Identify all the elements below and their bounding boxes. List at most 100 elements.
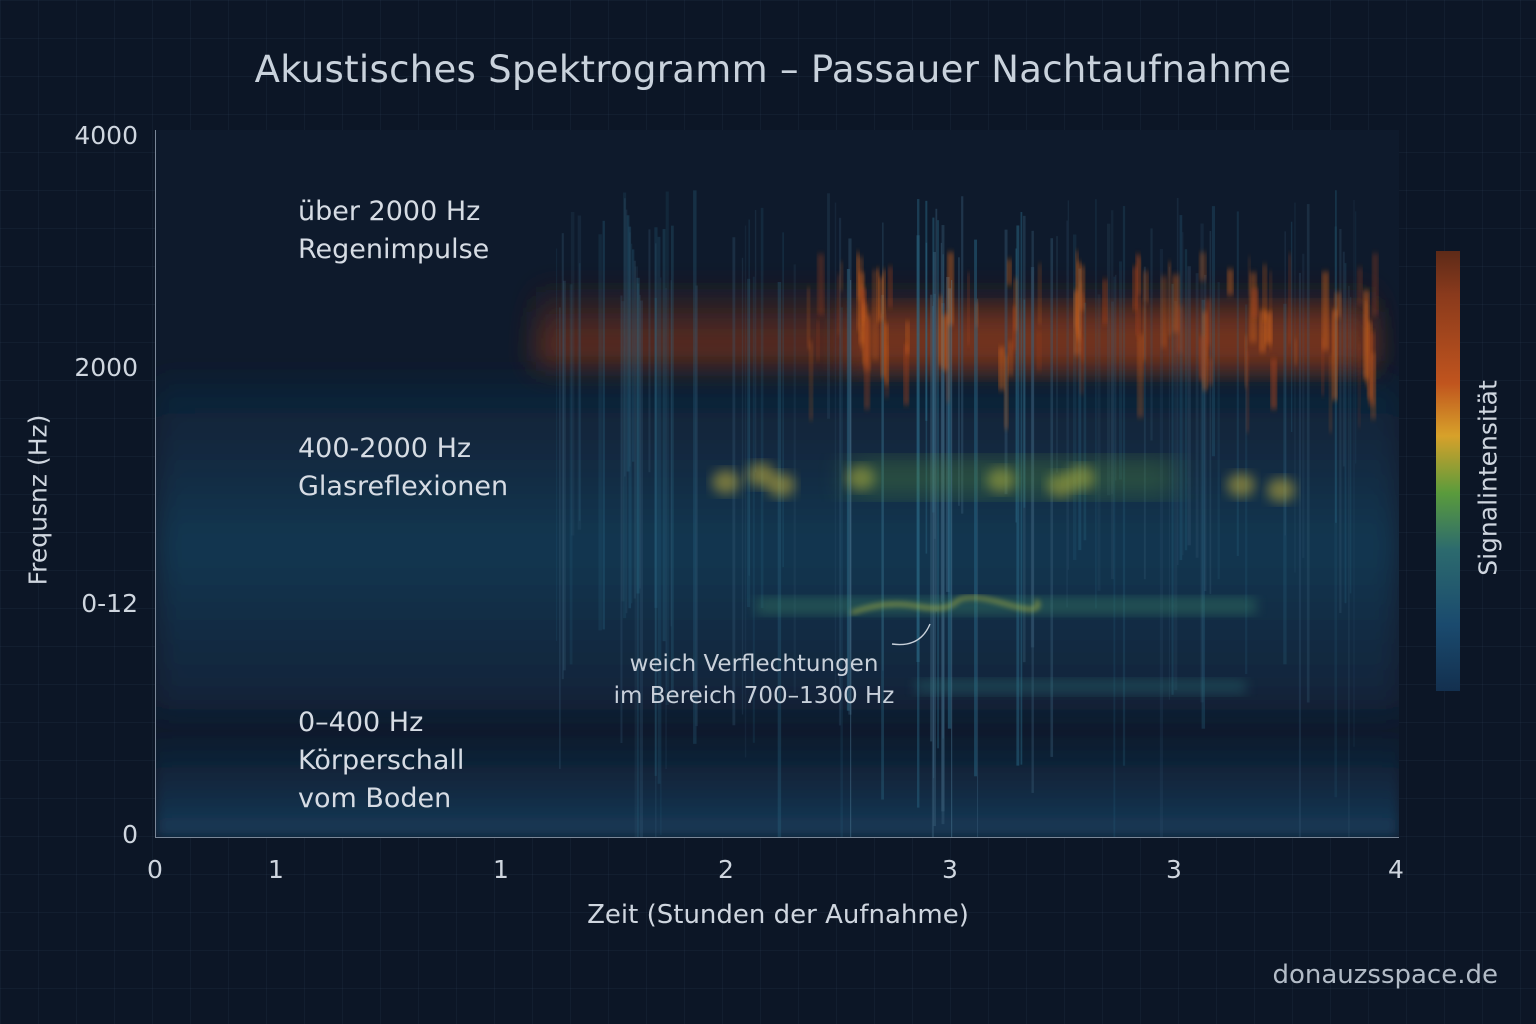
spectro-streak <box>1113 276 1116 837</box>
spectro-streak <box>1143 266 1146 580</box>
spectro-streak <box>1030 267 1035 648</box>
spectro-streak <box>1159 249 1164 837</box>
band-label-structure-borne: 0–400 Hz Körperschall vom Boden <box>298 704 464 818</box>
spectro-streak <box>1031 230 1034 793</box>
spectro-streak <box>1200 223 1204 703</box>
rain-impulse <box>1288 253 1291 344</box>
rain-impulse <box>879 276 884 321</box>
annotation-line: im Bereich 700–1300 Hz <box>613 683 895 709</box>
rain-impulse <box>882 269 886 315</box>
rain-impulse <box>1014 278 1018 331</box>
spectro-streak <box>932 301 935 779</box>
watermark: donauzsspace.de <box>1272 960 1498 990</box>
rain-impulse <box>1244 335 1248 388</box>
spectro-streak <box>1284 231 1287 536</box>
spectro-streak <box>602 220 605 630</box>
rain-impulse <box>1079 265 1085 311</box>
spectro-streak <box>1016 225 1020 766</box>
spectro-streak <box>648 229 651 473</box>
rain-impulse <box>947 252 954 326</box>
band-name-line2: vom Boden <box>298 783 452 814</box>
spectro-streak <box>793 264 796 694</box>
glass-spot <box>712 470 740 494</box>
band-name: Regenimpulse <box>298 234 490 265</box>
spectrogram-marks <box>156 190 1399 837</box>
rain-impulse <box>1079 337 1084 395</box>
spectro-streak <box>1015 248 1017 523</box>
colorbar <box>1436 251 1460 691</box>
spectro-streak <box>1306 204 1310 703</box>
spectro-streak <box>629 232 631 467</box>
spectro-streak <box>1097 294 1101 591</box>
spectro-streak <box>840 307 843 837</box>
rain-impulse <box>1372 253 1378 316</box>
rain-impulse <box>1329 355 1332 433</box>
rain-impulse <box>967 272 970 346</box>
x-tick-label: 4 <box>1388 855 1404 884</box>
spectro-streak <box>655 243 657 837</box>
spectro-streak <box>1203 274 1207 592</box>
rain-impulse <box>1076 261 1081 341</box>
rain-impulse <box>816 320 820 361</box>
rain-impulse <box>1199 252 1206 281</box>
spectro-streak <box>1201 299 1206 729</box>
spectro-streak <box>1023 299 1026 508</box>
rain-impulse <box>1332 309 1337 401</box>
spectro-streak <box>1176 198 1179 565</box>
spectro-streak <box>670 280 672 627</box>
rain-impulse <box>942 315 949 371</box>
band-name: Glasreflexionen <box>298 471 509 502</box>
spectro-streak <box>1294 202 1296 573</box>
spectro-streak <box>1290 221 1293 432</box>
spectro-streak <box>1078 268 1082 551</box>
spectro-streak <box>1217 282 1220 580</box>
spectro-streak <box>621 301 625 602</box>
spectro-streak <box>636 277 640 594</box>
spectro-streak <box>777 281 782 837</box>
spectro-streak <box>654 297 657 776</box>
glass-spot <box>767 473 795 497</box>
spectro-streak <box>1349 297 1352 594</box>
spectro-streak <box>1182 232 1184 556</box>
vertical-line <box>951 280 953 837</box>
rain-impulse <box>975 301 979 328</box>
spectro-streak <box>562 280 566 671</box>
spectro-streak <box>932 217 935 513</box>
rain-impulse <box>1038 263 1042 326</box>
spectro-streak <box>1342 251 1345 467</box>
colorbar-label: Signalintensität <box>1473 380 1503 576</box>
spectro-streak <box>660 277 662 835</box>
low-band <box>156 730 1399 837</box>
spectro-streak <box>1179 215 1183 561</box>
rain-impulse <box>905 321 909 355</box>
spectro-streak <box>931 306 934 837</box>
spectro-streak <box>1174 300 1178 690</box>
spectro-streak <box>625 209 628 614</box>
spectro-streak <box>827 193 830 419</box>
spectro-streak <box>1067 200 1069 570</box>
spectro-streak <box>741 257 744 715</box>
rain-impulse <box>1037 329 1041 371</box>
y-tick-label: 0-12 <box>81 589 138 618</box>
rain-impulse <box>1227 268 1233 296</box>
rain-impulse <box>884 323 889 386</box>
spectro-streak <box>633 260 636 599</box>
spectro-streak <box>620 295 623 744</box>
spectro-streak <box>916 235 920 663</box>
spectro-streak <box>961 196 964 514</box>
glass-spot <box>1267 478 1295 502</box>
spectro-streak <box>946 277 950 592</box>
spectro-streak <box>1209 230 1212 594</box>
spectro-streak <box>917 199 920 808</box>
y-tick-label: 4000 <box>74 121 138 150</box>
spectro-streak <box>693 190 697 744</box>
x-tick-label: 0 <box>147 855 163 884</box>
spectro-streak <box>1184 249 1188 551</box>
y-tick-label: 2000 <box>74 353 138 382</box>
spectro-streak <box>746 278 751 608</box>
spectro-streak <box>657 236 661 784</box>
rain-impulse <box>1008 341 1013 376</box>
band-name: Körperschall <box>298 745 465 776</box>
rain-impulse <box>1205 299 1211 346</box>
spectro-streak <box>578 263 581 521</box>
